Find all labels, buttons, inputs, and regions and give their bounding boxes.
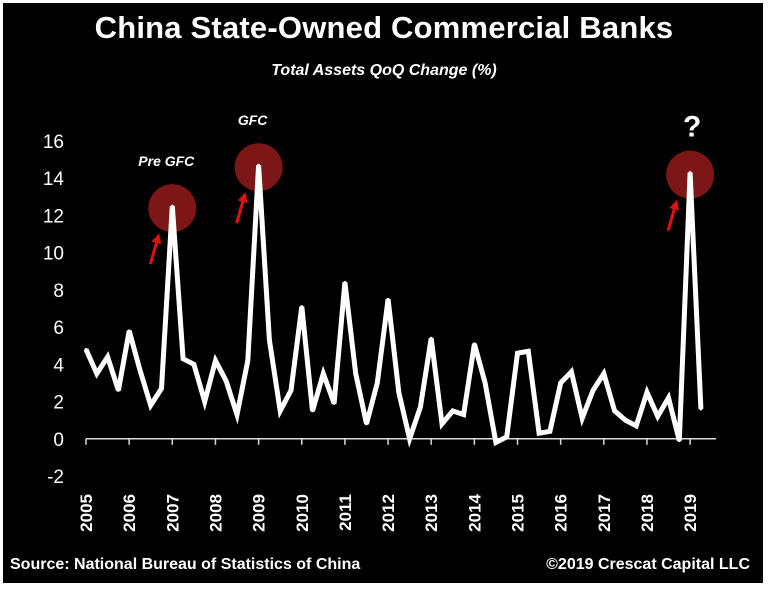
data-point: [667, 396, 671, 400]
data-point: [84, 347, 88, 351]
data-point: [397, 390, 401, 394]
data-point: [494, 441, 498, 444]
data-point: [699, 407, 703, 411]
chart-panel: [3, 3, 763, 583]
data-point: [364, 422, 368, 426]
data-point: [537, 431, 541, 435]
data-point: [418, 405, 422, 409]
data-point: [267, 338, 271, 342]
x-tick-label: 2006: [120, 494, 139, 532]
data-point: [623, 418, 627, 422]
data-point: [289, 388, 293, 392]
data-point: [386, 297, 390, 301]
data-point: [548, 429, 552, 433]
data-point: [149, 403, 153, 407]
x-tick-label: 2009: [250, 494, 269, 532]
peak-arrow-head: [669, 199, 679, 211]
data-point: [257, 163, 261, 167]
data-point: [95, 372, 99, 376]
x-tick-label: 2017: [595, 494, 614, 532]
data-point: [688, 171, 692, 175]
data-point: [375, 381, 379, 385]
y-tick-label: 10: [43, 244, 64, 265]
data-point: [451, 409, 455, 413]
data-point: [354, 372, 358, 376]
peak-arrow-head: [151, 233, 162, 245]
data-point: [224, 379, 228, 383]
y-tick-label: 14: [43, 169, 65, 190]
data-point: [343, 280, 347, 284]
annotation-label: GFC: [238, 112, 268, 128]
data-point: [613, 409, 617, 413]
x-tick-label: 2008: [206, 494, 225, 532]
data-point: [440, 422, 444, 426]
y-tick-label: -2: [47, 467, 64, 488]
data-point: [213, 359, 217, 363]
x-tick-label: 2005: [77, 494, 96, 532]
y-tick-label: 0: [53, 430, 64, 451]
data-point: [483, 381, 487, 385]
source-note: Source: National Bureau of Statistics of…: [10, 556, 361, 573]
data-point: [591, 388, 595, 392]
data-point: [656, 414, 660, 418]
peak-arrow-head: [237, 192, 248, 204]
x-tick-label: 2007: [163, 494, 182, 532]
data-point: [569, 370, 573, 374]
data-point: [677, 439, 681, 443]
data-point: [181, 357, 185, 361]
x-tick-label: 2012: [379, 494, 398, 532]
y-tick-label: 16: [43, 132, 64, 153]
data-point: [116, 388, 120, 392]
y-tick-label: 12: [43, 206, 64, 227]
y-tick-label: 4: [53, 355, 64, 376]
copyright-note: ©2019 Crescat Capital LLC: [546, 556, 750, 573]
data-point: [580, 416, 584, 420]
data-point: [278, 409, 282, 413]
data-point: [408, 437, 412, 441]
chart-subtitle: Total Assets QoQ Change (%): [271, 62, 497, 79]
y-tick-label: 2: [53, 393, 64, 414]
annotation-label: Pre GFC: [138, 153, 195, 169]
x-tick-label: 2016: [552, 494, 571, 532]
x-tick-label: 2013: [422, 494, 441, 532]
data-point: [462, 413, 466, 417]
data-point: [246, 359, 250, 363]
data-point: [559, 381, 563, 385]
data-point: [332, 401, 336, 405]
question-mark-label: ?: [683, 111, 701, 144]
series-line: [83, 165, 704, 448]
data-point: [472, 342, 476, 346]
x-tick-label: 2015: [509, 494, 528, 532]
data-point: [203, 400, 207, 404]
x-tick-label: 2018: [638, 494, 657, 532]
data-point: [526, 349, 530, 353]
data-point: [170, 204, 174, 208]
data-point: [634, 424, 638, 428]
data-point: [235, 413, 239, 417]
x-tick-label: 2019: [681, 494, 700, 532]
data-point: [311, 409, 315, 413]
data-point: [645, 390, 649, 394]
data-point: [321, 372, 325, 376]
data-point: [138, 368, 142, 372]
x-tick-label: 2014: [465, 493, 484, 531]
data-point: [300, 305, 304, 309]
x-tick-label: 2010: [293, 494, 312, 532]
data-point: [429, 336, 433, 340]
chart-title: China State-Owned Commercial Banks: [94, 10, 674, 45]
data-point: [516, 351, 520, 355]
data-point: [106, 355, 110, 359]
y-tick-label: 6: [53, 318, 64, 339]
data-point: [192, 362, 196, 366]
data-point: [127, 329, 131, 333]
x-tick-label: 2011: [336, 494, 355, 531]
data-point: [505, 435, 509, 439]
data-point: [160, 387, 164, 391]
data-point: [602, 372, 606, 376]
y-tick-label: 8: [53, 281, 64, 302]
